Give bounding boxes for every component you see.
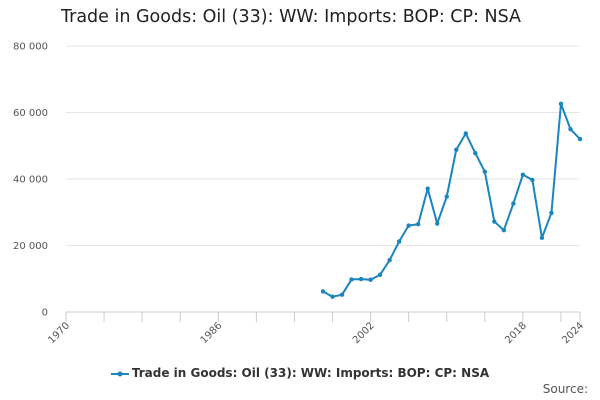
data-point[interactable] (577, 136, 583, 142)
y-axis: 0 20 000 40 000 60 000 80 000 (13, 42, 48, 319)
data-point[interactable] (339, 292, 345, 297)
data-point[interactable] (396, 239, 402, 244)
data-point[interactable] (511, 201, 516, 206)
data-point[interactable] (482, 169, 488, 174)
x-tick-label: 2018 (503, 320, 529, 346)
series-layer (320, 101, 583, 299)
y-tick-label: 80 000 (13, 42, 48, 53)
data-point[interactable] (492, 219, 497, 224)
data-point[interactable] (330, 294, 335, 299)
data-point[interactable] (368, 277, 373, 282)
data-point[interactable] (501, 228, 507, 233)
data-point[interactable] (358, 276, 364, 282)
x-axis (65, 311, 581, 322)
source-label: Source: (542, 382, 588, 396)
x-tick-labels: 1970 1986 2002 2018 2024 (46, 320, 586, 346)
data-point[interactable] (377, 272, 383, 277)
data-point[interactable] (549, 210, 554, 216)
chart-title: Trade in Goods: Oil (33): WW: Imports: B… (61, 7, 521, 27)
y-tick-label: 60 000 (13, 108, 48, 119)
data-point[interactable] (435, 221, 440, 226)
data-point[interactable] (473, 150, 478, 156)
x-tick-label: 2002 (351, 320, 377, 346)
y-tick-label: 20 000 (13, 241, 48, 252)
legend-line-symbol (110, 371, 129, 376)
x-tick-label: 1986 (199, 320, 225, 346)
gridlines (66, 45, 580, 246)
data-point[interactable] (415, 222, 421, 227)
data-point[interactable] (444, 194, 449, 199)
series-line (322, 102, 581, 298)
data-point[interactable] (349, 277, 354, 282)
data-point[interactable] (558, 101, 564, 107)
data-point[interactable] (568, 126, 573, 132)
data-point[interactable] (320, 289, 326, 294)
legend[interactable]: Trade in Goods: Oil (33): WW: Imports: B… (0, 366, 600, 380)
data-point[interactable] (530, 177, 535, 183)
y-tick-label: 40 000 (13, 175, 48, 186)
x-tick-label: 1970 (46, 320, 72, 346)
x-tick-label: 2024 (560, 320, 586, 346)
data-point[interactable] (463, 131, 468, 136)
data-point[interactable] (387, 257, 392, 263)
data-point[interactable] (520, 172, 526, 177)
legend-label: Trade in Goods: Oil (33): WW: Imports: B… (131, 366, 490, 380)
data-point[interactable] (425, 186, 430, 191)
data-point[interactable] (406, 223, 411, 228)
data-point[interactable] (539, 235, 545, 241)
y-tick-label: 0 (42, 308, 48, 319)
data-point[interactable] (454, 147, 459, 152)
